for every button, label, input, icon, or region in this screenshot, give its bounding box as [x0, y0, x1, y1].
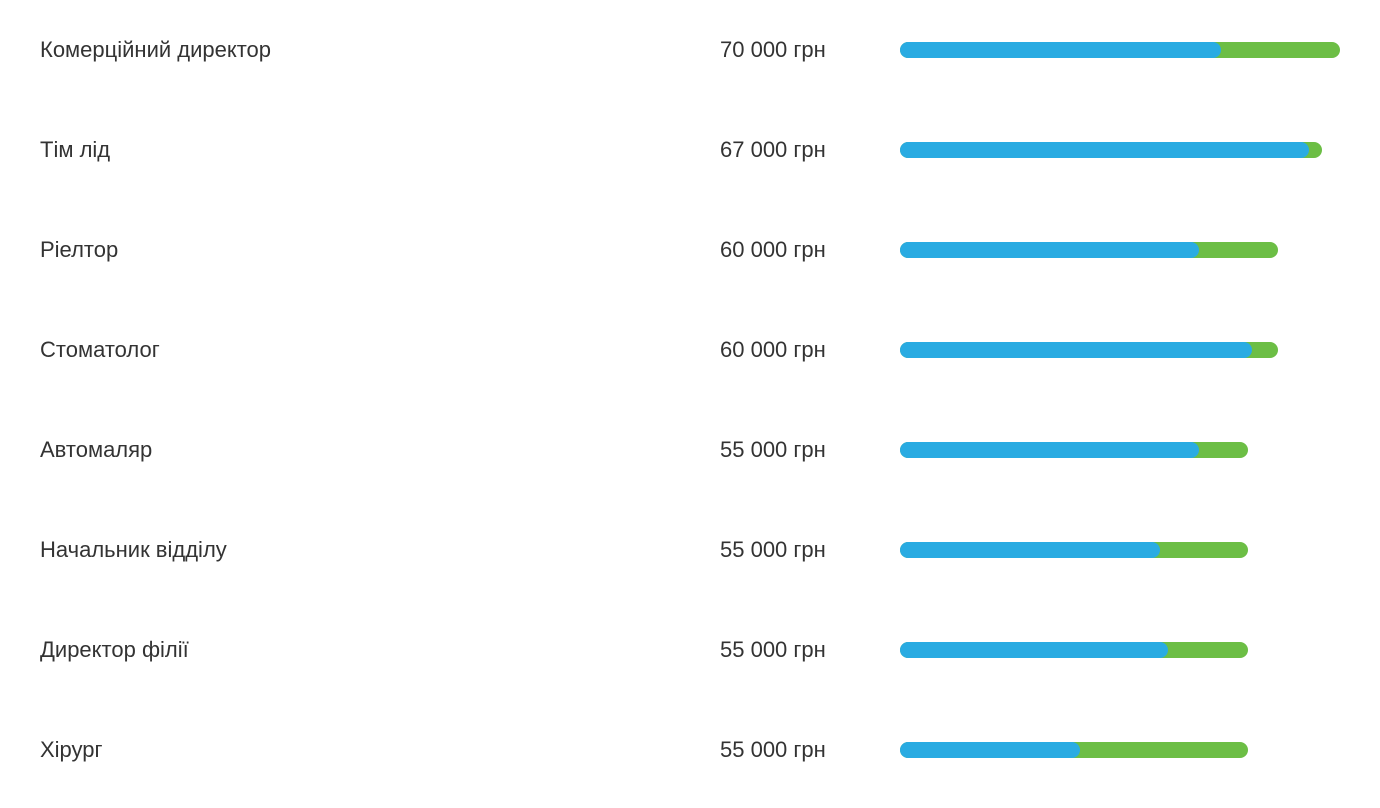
- bar-track: [900, 42, 1340, 58]
- bar-track: [900, 142, 1340, 158]
- salary-value: 55 000 грн: [720, 637, 900, 663]
- bar-primary: [900, 42, 1221, 58]
- bar-track: [900, 442, 1340, 458]
- bar-primary: [900, 642, 1168, 658]
- chart-row: Комерційний директор 70 000 грн: [40, 0, 1340, 100]
- bar-wrapper: [900, 142, 1340, 158]
- chart-row: Тім лід 67 000 грн: [40, 100, 1340, 200]
- chart-row: Стоматолог 60 000 грн: [40, 300, 1340, 400]
- chart-row: Ріелтор 60 000 грн: [40, 200, 1340, 300]
- salary-value: 60 000 грн: [720, 237, 900, 263]
- bar-track: [900, 542, 1340, 558]
- job-title[interactable]: Комерційний директор: [40, 37, 720, 63]
- bar-primary: [900, 142, 1309, 158]
- bar-primary: [900, 442, 1199, 458]
- salary-chart: Комерційний директор 70 000 грн Тім лід …: [0, 0, 1380, 800]
- salary-value: 60 000 грн: [720, 337, 900, 363]
- bar-wrapper: [900, 42, 1340, 58]
- bar-track: [900, 342, 1340, 358]
- bar-track: [900, 742, 1340, 758]
- job-title[interactable]: Ріелтор: [40, 237, 720, 263]
- bar-primary: [900, 742, 1080, 758]
- salary-value: 55 000 грн: [720, 437, 900, 463]
- job-title[interactable]: Хірург: [40, 737, 720, 763]
- job-title[interactable]: Начальник відділу: [40, 537, 720, 563]
- chart-row: Автомаляр 55 000 грн: [40, 400, 1340, 500]
- bar-wrapper: [900, 642, 1340, 658]
- bar-wrapper: [900, 442, 1340, 458]
- bar-track: [900, 242, 1340, 258]
- chart-row: Хірург 55 000 грн: [40, 700, 1340, 800]
- salary-value: 70 000 грн: [720, 37, 900, 63]
- salary-value: 55 000 грн: [720, 737, 900, 763]
- job-title[interactable]: Стоматолог: [40, 337, 720, 363]
- bar-wrapper: [900, 242, 1340, 258]
- bar-primary: [900, 342, 1252, 358]
- salary-value: 55 000 грн: [720, 537, 900, 563]
- chart-row: Начальник відділу 55 000 грн: [40, 500, 1340, 600]
- job-title[interactable]: Директор філії: [40, 637, 720, 663]
- bar-wrapper: [900, 542, 1340, 558]
- bar-wrapper: [900, 742, 1340, 758]
- job-title[interactable]: Тім лід: [40, 137, 720, 163]
- bar-primary: [900, 542, 1160, 558]
- bar-wrapper: [900, 342, 1340, 358]
- bar-track: [900, 642, 1340, 658]
- job-title[interactable]: Автомаляр: [40, 437, 720, 463]
- chart-row: Директор філії 55 000 грн: [40, 600, 1340, 700]
- bar-primary: [900, 242, 1199, 258]
- salary-value: 67 000 грн: [720, 137, 900, 163]
